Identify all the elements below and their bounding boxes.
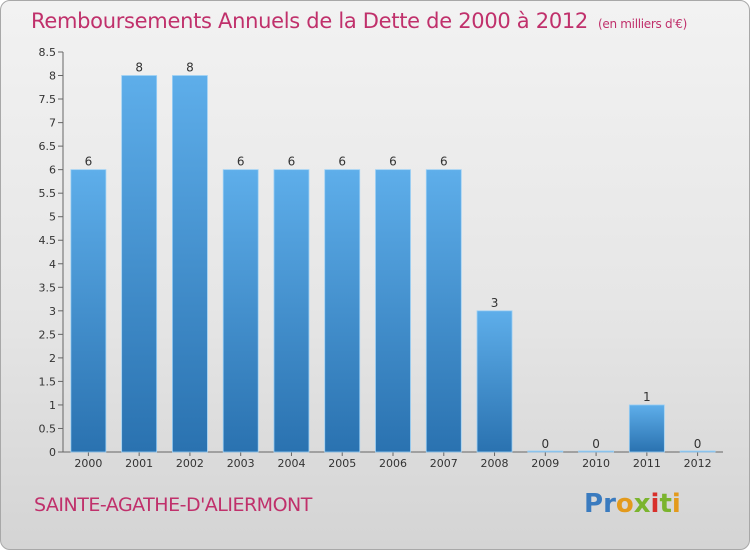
bar (375, 169, 411, 453)
x-tick-label: 2003 (227, 457, 255, 470)
y-tick-label: 0.5 (39, 422, 57, 435)
proxiti-logo: Proxiti (584, 489, 681, 519)
y-tick-label: 3 (49, 305, 56, 318)
bar (527, 450, 564, 453)
data-label: 8 (135, 61, 143, 75)
x-tick-label: 2009 (531, 457, 559, 470)
y-tick-label: 4 (49, 258, 56, 271)
bar (425, 169, 462, 453)
x-tick-label: 2008 (481, 457, 509, 470)
logo-letter: x (633, 489, 651, 519)
logo-letter: r (603, 489, 616, 519)
y-tick-label: 5 (49, 211, 56, 224)
data-label: 6 (338, 155, 346, 169)
y-tick-label: 2 (49, 352, 56, 365)
logo-letter: P (584, 489, 604, 519)
y-tick-label: 4.5 (39, 234, 57, 247)
x-tick-label: 2001 (125, 457, 153, 470)
bar (679, 450, 716, 453)
bar (222, 169, 259, 453)
y-tick-label: 2.5 (39, 328, 57, 341)
bar (628, 404, 665, 453)
unit-label: (en milliers d'€) (598, 17, 688, 31)
bar (121, 75, 158, 453)
bar (273, 169, 310, 453)
chart-title: Remboursements Annuels de la Dette de 20… (31, 9, 687, 33)
data-label: 3 (491, 296, 499, 310)
bar (578, 450, 614, 453)
data-label: 6 (389, 155, 397, 169)
title-text: Remboursements Annuels de la Dette de 20… (31, 9, 588, 33)
y-tick-label: 8.5 (39, 46, 57, 59)
x-tick-label: 2005 (328, 457, 356, 470)
logo-letter: o (615, 489, 634, 519)
y-tick-label: 6.5 (39, 140, 57, 153)
x-tick-label: 2011 (633, 457, 661, 470)
y-tick-label: 1.5 (39, 375, 57, 388)
logo-letter: i (650, 489, 660, 519)
x-tick-label: 2002 (176, 457, 204, 470)
data-label: 6 (85, 155, 93, 169)
data-label: 0 (541, 437, 549, 451)
commune-name: SAINTE-AGATHE-D'ALIERMONT (34, 494, 312, 516)
data-label: 0 (694, 437, 702, 451)
data-label: 1 (643, 390, 651, 404)
logo-letter: t (659, 489, 672, 519)
x-tick-label: 2000 (74, 457, 102, 470)
x-tick-label: 2012 (684, 457, 712, 470)
y-tick-label: 0 (49, 446, 56, 459)
x-tick-label: 2006 (379, 457, 407, 470)
x-tick-label: 2010 (582, 457, 610, 470)
bar (172, 75, 208, 453)
data-label: 0 (592, 437, 600, 451)
bar (324, 169, 361, 453)
data-label: 6 (288, 155, 296, 169)
bar (70, 169, 107, 453)
data-label: 8 (186, 61, 194, 75)
y-tick-label: 3.5 (39, 281, 57, 294)
y-tick-label: 7.5 (39, 93, 57, 106)
data-label: 6 (440, 155, 448, 169)
data-label: 6 (237, 155, 245, 169)
y-tick-label: 5.5 (39, 187, 57, 200)
y-tick-label: 6 (49, 164, 56, 177)
x-tick-label: 2004 (277, 457, 305, 470)
logo-letter: i (671, 489, 681, 519)
bar (476, 310, 513, 453)
x-tick-label: 2007 (430, 457, 458, 470)
y-tick-label: 8 (49, 70, 56, 83)
y-tick-label: 1 (49, 399, 56, 412)
y-tick-label: 7 (49, 117, 56, 130)
